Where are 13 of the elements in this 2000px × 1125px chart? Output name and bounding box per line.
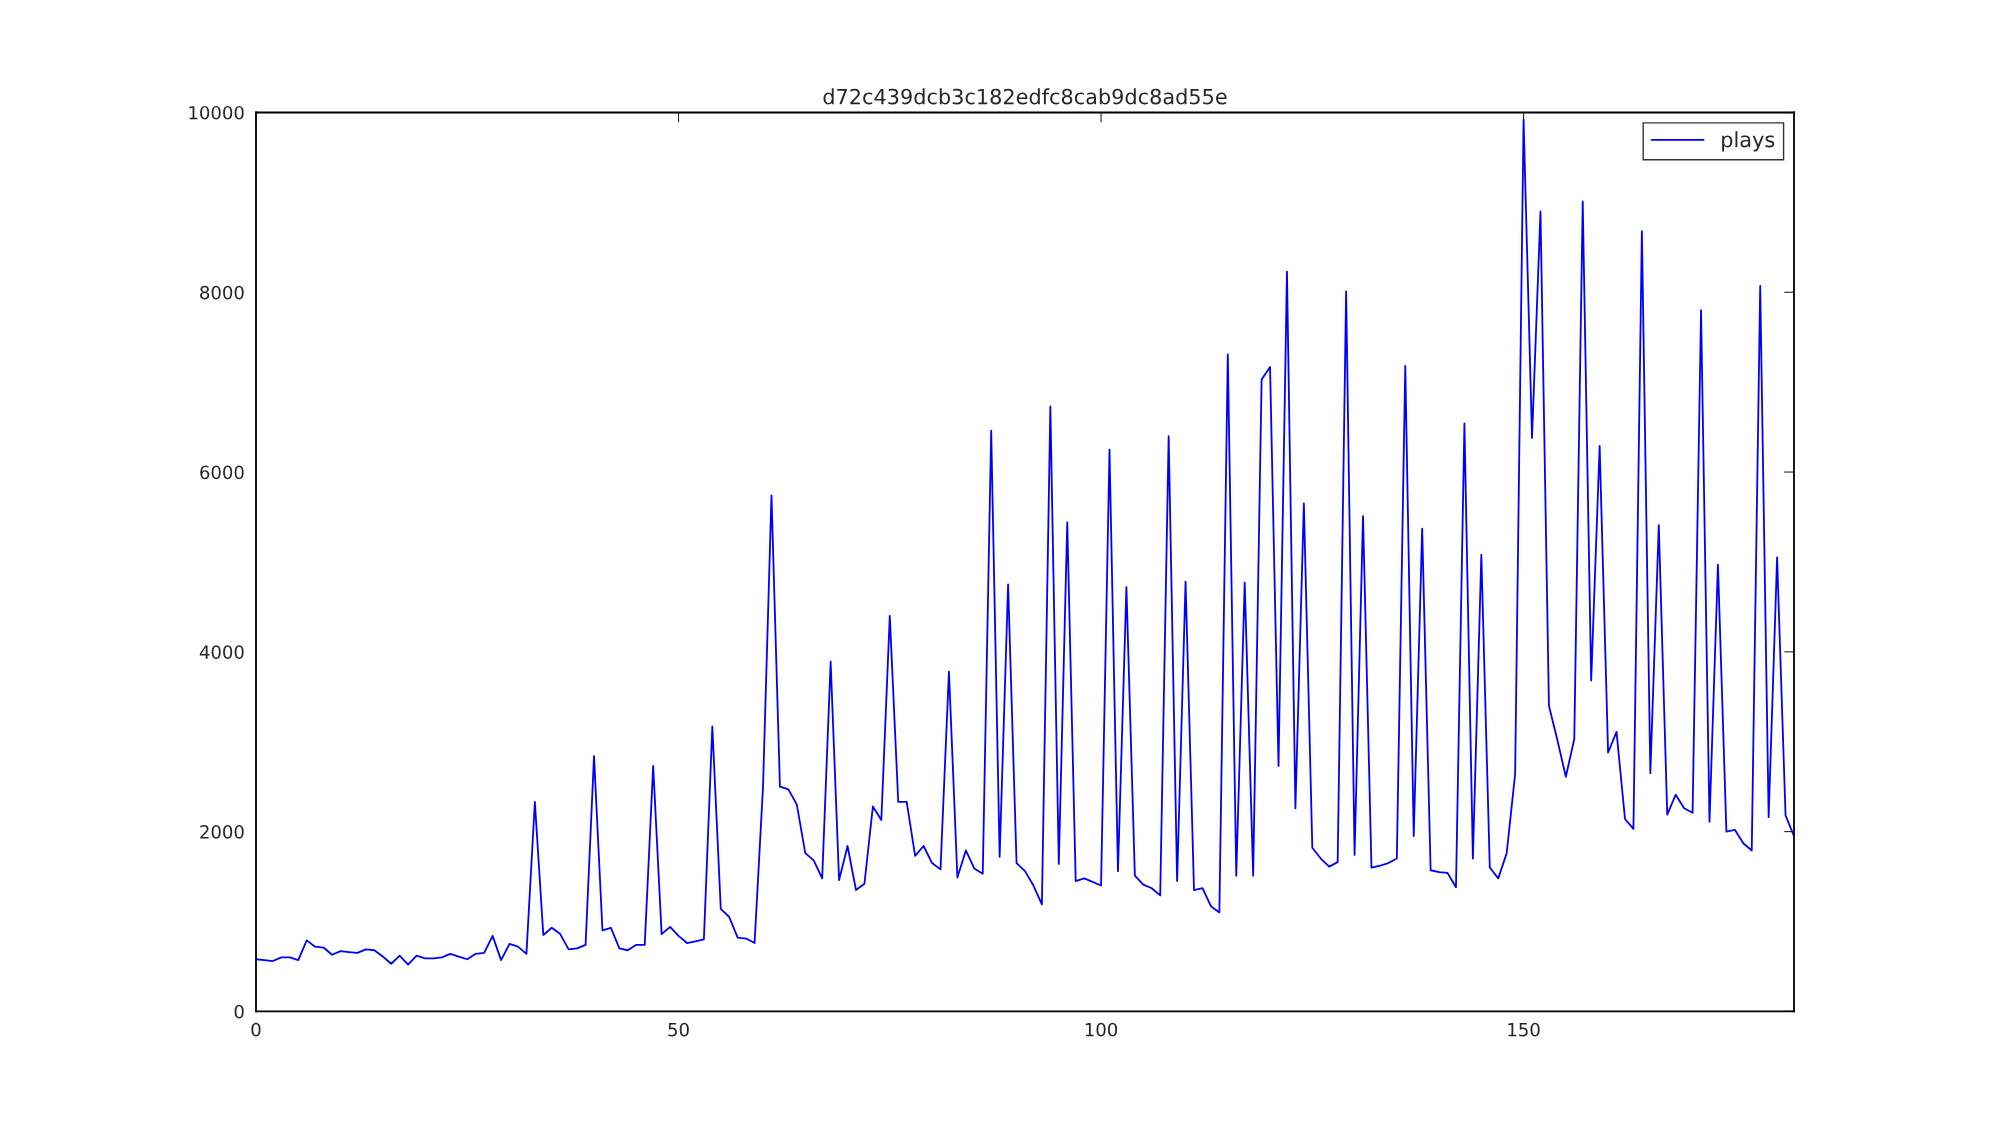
y-tick-label: 6000: [200, 465, 244, 480]
y-tick-label: 2000: [200, 825, 244, 839]
x-tick-label: 150: [1508, 1022, 1540, 1037]
x-tick-label: 100: [1085, 1022, 1118, 1037]
y-tick-label: 0: [234, 1004, 244, 1019]
y-tick-label: 4000: [199, 645, 244, 659]
legend-label: plays: [1722, 131, 1775, 152]
x-tick-label: 0: [251, 1022, 261, 1037]
chart-title: d72c439dcb3c182edfc8cab9dc8ad55e: [823, 88, 1227, 105]
x-tick-label: 50: [668, 1022, 689, 1037]
y-tick-label: 10000: [189, 105, 244, 120]
line-series: [256, 118, 1794, 966]
y-tick-label: 8000: [200, 285, 244, 300]
